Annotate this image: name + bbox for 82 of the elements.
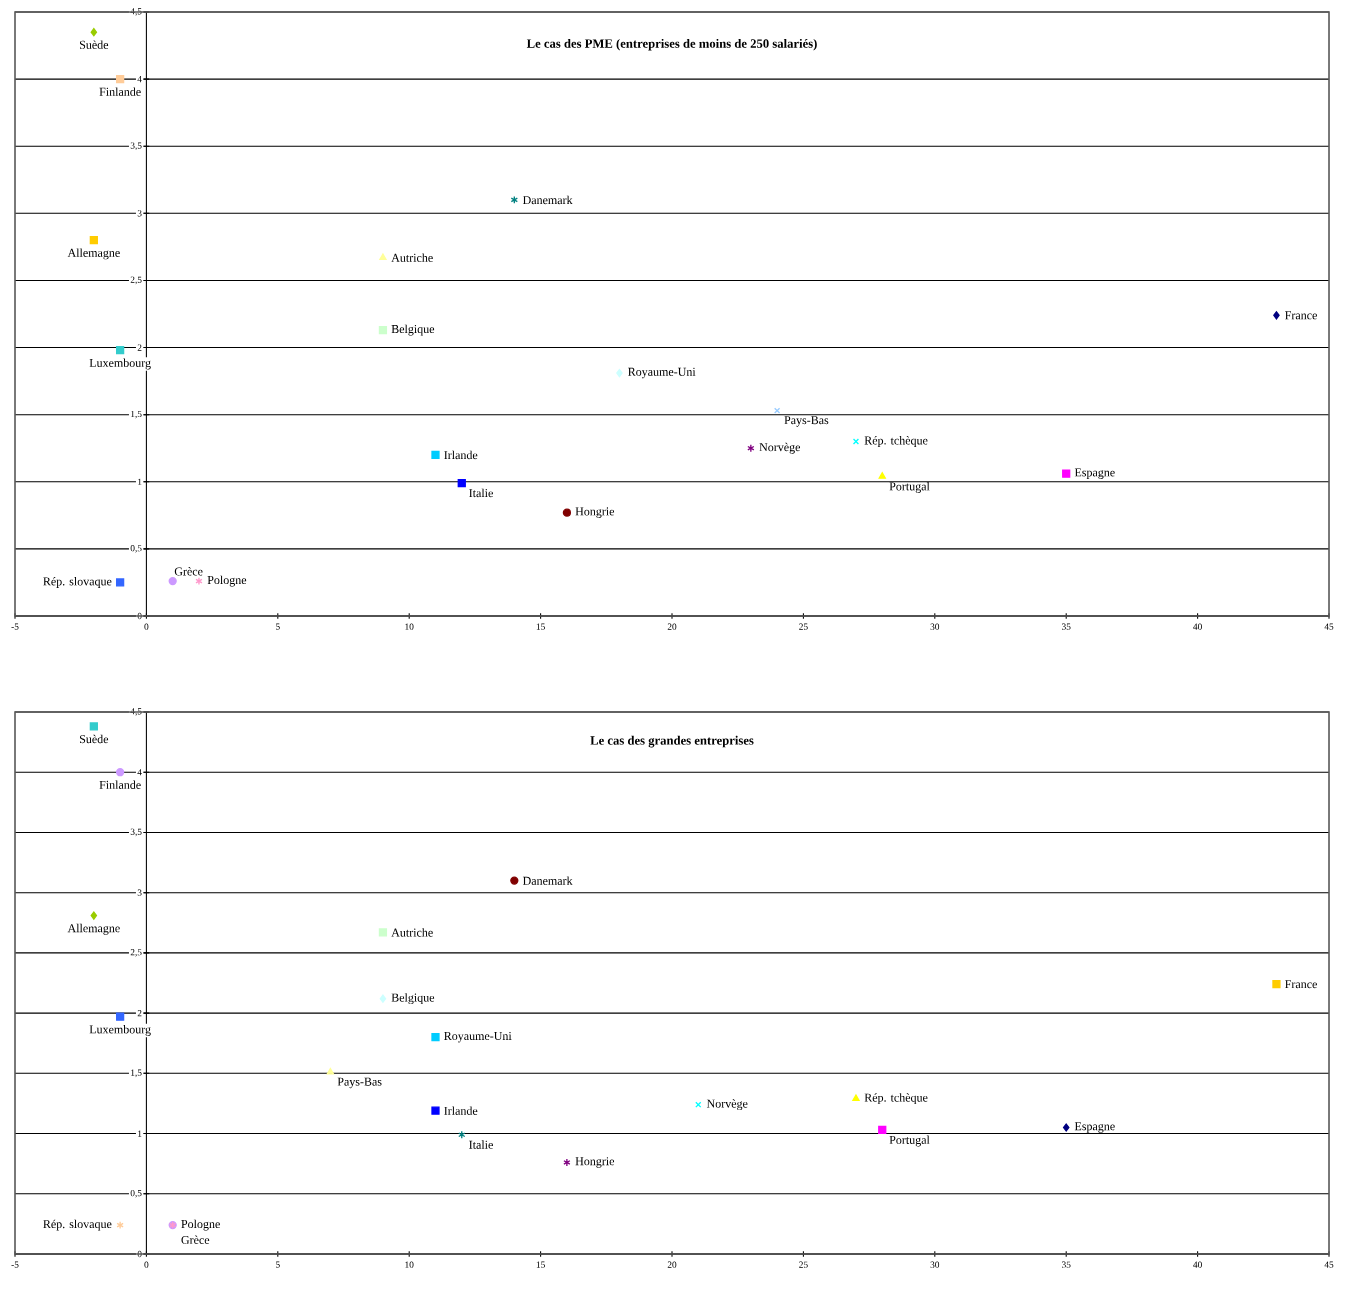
series-label: Pays-Bas [337, 1077, 382, 1089]
series-label: Grèce [181, 1235, 210, 1244]
y-tick-label: 4 [137, 76, 142, 83]
x-tick-label: 0 [144, 1261, 149, 1268]
y-tick-label: 1,5 [131, 410, 142, 419]
series-label: Belgique [391, 324, 435, 336]
y-tick-label: 2 [137, 344, 142, 351]
x-tick-label: 5 [276, 1261, 280, 1268]
x-tick-label: -5 [11, 623, 19, 630]
x-tick-label: 20 [667, 1261, 677, 1268]
x-tick-label: 10 [405, 1261, 414, 1268]
series-label: Finlande [99, 780, 141, 789]
series-label: Allemagne [67, 248, 120, 260]
series-label: Danemark [522, 195, 573, 205]
y-tick-label: 0,5 [130, 1189, 142, 1198]
x-tick-label: 20 [667, 623, 677, 630]
y-tick-label: 0 [137, 612, 142, 620]
series-label: Belgique [391, 993, 435, 1005]
series-label: Espagne [1074, 468, 1115, 479]
series-label: Royaume-Uni [444, 1031, 512, 1043]
x-tick-label: 30 [930, 623, 940, 630]
series-label: Danemark [522, 876, 573, 885]
series-label: Rép. slovaque [43, 1219, 112, 1231]
y-tick-label: 1 [138, 1130, 142, 1137]
x-tick-label: 45 [1324, 623, 1334, 630]
y-tick-label: 3 [137, 210, 142, 217]
x-tick-label: 15 [536, 623, 545, 630]
x-tick-label: 0 [144, 623, 149, 630]
series-label: Rép. slovaque [43, 576, 112, 588]
series-label: France [1285, 311, 1317, 320]
series-label: Suède [79, 40, 109, 49]
y-tick-label: 3,5 [130, 142, 142, 151]
y-tick-label: 0 [137, 1250, 142, 1258]
series-label: Italie [469, 1140, 493, 1149]
y-tick-label: 3 [137, 889, 142, 896]
x-tick-label: 15 [536, 1261, 545, 1268]
series-label: Italie [469, 488, 493, 498]
x-tick-label: -5 [11, 1261, 19, 1268]
x-tick-label: 5 [276, 623, 280, 630]
x-tick-label: 25 [799, 1261, 808, 1268]
series-label: Autriche [391, 928, 433, 937]
series-label: Espagne [1074, 1122, 1115, 1133]
y-tick-label: 4 [137, 769, 142, 776]
series-label: Pays-Bas [784, 416, 829, 427]
x-tick-label: 45 [1324, 1261, 1334, 1268]
x-tick-label: 10 [405, 623, 414, 630]
x-tick-label: 35 [1061, 623, 1071, 630]
y-tick-label: 2 [137, 1010, 142, 1017]
series-label: Portugal [889, 482, 930, 493]
y-tick-label: 1 [138, 478, 142, 485]
text: Le cas des PME (entreprises de moins de 250 salariés) [526, 38, 817, 51]
x-tick-label: 40 [1193, 1261, 1202, 1268]
x-tick-label: 30 [930, 1261, 940, 1268]
series-label: Suède [79, 734, 109, 744]
series-label: Rép. tchèque [864, 436, 928, 447]
y-tick-label: 0,5 [130, 545, 142, 553]
y-tick-label: 1,5 [131, 1069, 142, 1078]
text: Le cas des grandes entreprises [590, 735, 754, 748]
series-label: Norvège [706, 1099, 748, 1111]
series-label: Irlande [444, 1106, 478, 1115]
series-label: Rép. tchèque [864, 1093, 928, 1105]
series-label: Portugal [889, 1135, 930, 1147]
series-label: Luxembourg [89, 358, 151, 370]
series-label: Royaume-Uni [628, 367, 696, 379]
series-label: Hongrie [575, 1157, 615, 1168]
series-label: France [1285, 980, 1317, 989]
series-label: Grèce [174, 567, 203, 576]
series-label: Finlande [99, 87, 141, 96]
series-label: Norvège [759, 442, 801, 454]
x-tick-label: 25 [799, 623, 808, 630]
series-label: Irlande [444, 450, 478, 460]
x-tick-label: 40 [1193, 623, 1202, 630]
series-label: Autriche [391, 253, 433, 262]
x-tick-label: 35 [1061, 1261, 1071, 1268]
series-label: Luxembourg [89, 1025, 151, 1036]
y-tick-label: 2,5 [130, 949, 142, 957]
series-label: Allemagne [67, 923, 120, 935]
y-tick-label: 3,5 [130, 828, 142, 837]
series-label: Hongrie [575, 507, 615, 518]
series-label: Pologne [207, 575, 247, 587]
y-tick-label: 2,5 [130, 276, 142, 285]
series-label: Pologne [181, 1219, 220, 1231]
